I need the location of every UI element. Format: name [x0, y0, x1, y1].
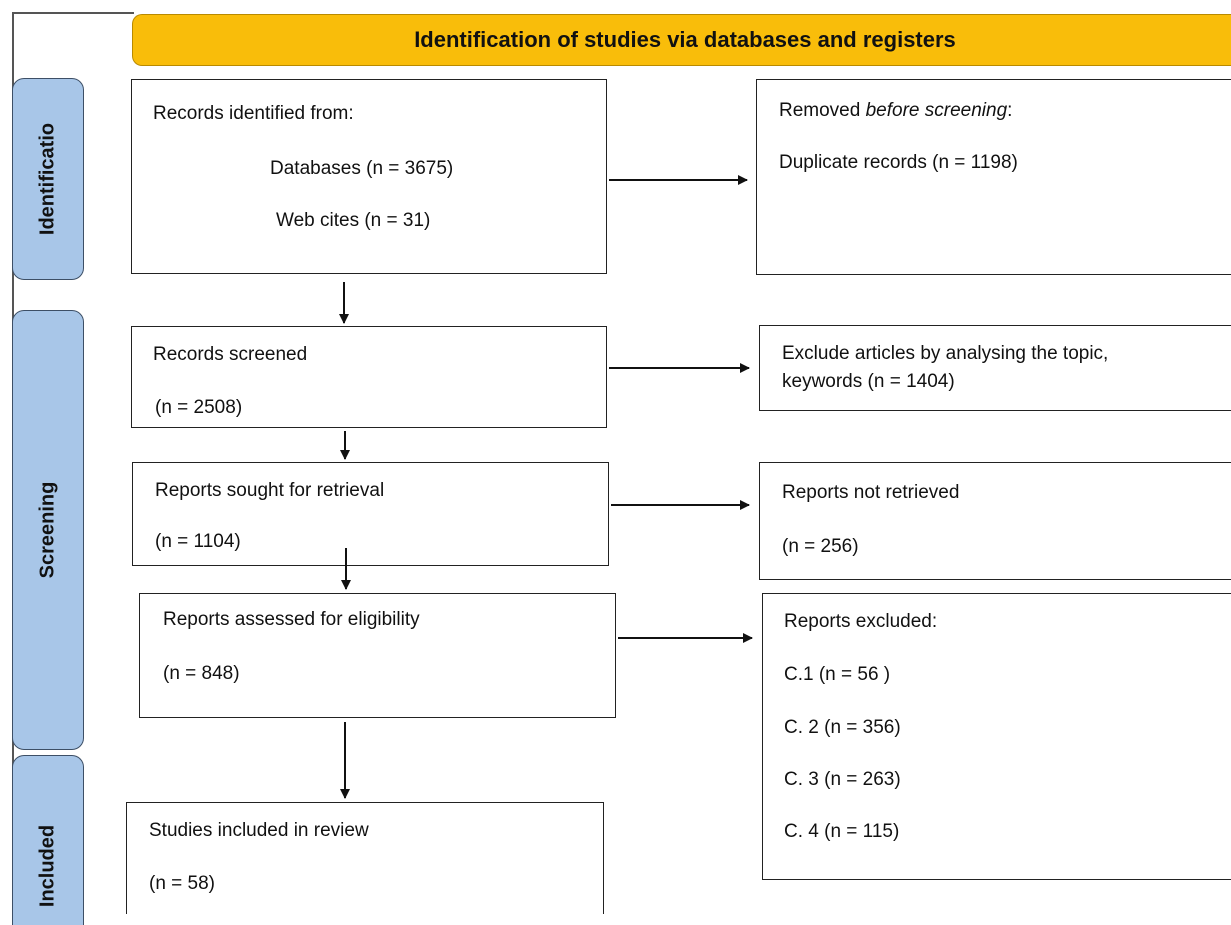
reports-assessed-count: (n = 848): [163, 663, 240, 684]
reports-excluded-heading: Reports excluded:: [784, 611, 938, 632]
not-retrieved-heading: Reports not retrieved: [782, 482, 960, 503]
reports-assessed-heading: Reports assessed for eligibility: [163, 609, 420, 630]
not-retrieved-box: Reports not retrieved (n = 256): [759, 462, 1231, 580]
reports-excluded-c1: C.1 (n = 56 ): [784, 664, 891, 685]
reports-excluded-c2: C. 2 (n = 356): [784, 717, 901, 738]
header-title: Identification of studies via databases …: [414, 27, 956, 52]
identification-header: Identification of studies via databases …: [132, 14, 1231, 66]
not-retrieved-count: (n = 256): [782, 536, 859, 557]
records-screened-heading: Records screened: [153, 344, 308, 365]
studies-included-box: Studies included in review (n = 58): [126, 802, 604, 914]
phase-identification: Identificatio: [12, 78, 84, 280]
studies-included-count: (n = 58): [149, 873, 216, 894]
phase-screening: Screening: [12, 310, 84, 750]
reports-sought-heading: Reports sought for retrieval: [155, 480, 385, 501]
records-screened-box: Records screened (n = 2508): [131, 326, 607, 428]
reports-assessed-box: Reports assessed for eligibility (n = 84…: [139, 593, 616, 718]
removed-duplicates: Duplicate records (n = 1198): [779, 152, 1018, 173]
reports-excluded-c3: C. 3 (n = 263): [784, 769, 901, 790]
frame-top-line: [12, 12, 134, 14]
records-identified-web: Web cites (n = 31): [276, 210, 431, 231]
phase-included: Included: [12, 755, 84, 925]
reports-excluded-box: Reports excluded: C.1 (n = 56 ) C. 2 (n …: [762, 593, 1231, 880]
records-screened-count: (n = 2508): [155, 397, 243, 418]
removed-box: Removed before screening: Duplicate reco…: [756, 79, 1231, 275]
removed-heading: Removed before screening:: [779, 100, 1013, 121]
studies-included-heading: Studies included in review: [149, 820, 369, 841]
excluded-topic-line1: Exclude articles by analysing the topic,: [782, 343, 1109, 364]
records-identified-box: Records identified from: Databases (n = …: [131, 79, 607, 274]
records-identified-databases: Databases (n = 3675): [270, 158, 454, 179]
excluded-topic-box: Exclude articles by analysing the topic,…: [759, 325, 1231, 411]
reports-sought-count: (n = 1104): [155, 531, 241, 552]
reports-excluded-c4: C. 4 (n = 115): [784, 821, 900, 842]
reports-sought-box: Reports sought for retrieval (n = 1104): [132, 462, 609, 566]
excluded-topic-line2: keywords (n = 1404): [782, 371, 955, 392]
records-identified-heading: Records identified from:: [153, 103, 354, 124]
